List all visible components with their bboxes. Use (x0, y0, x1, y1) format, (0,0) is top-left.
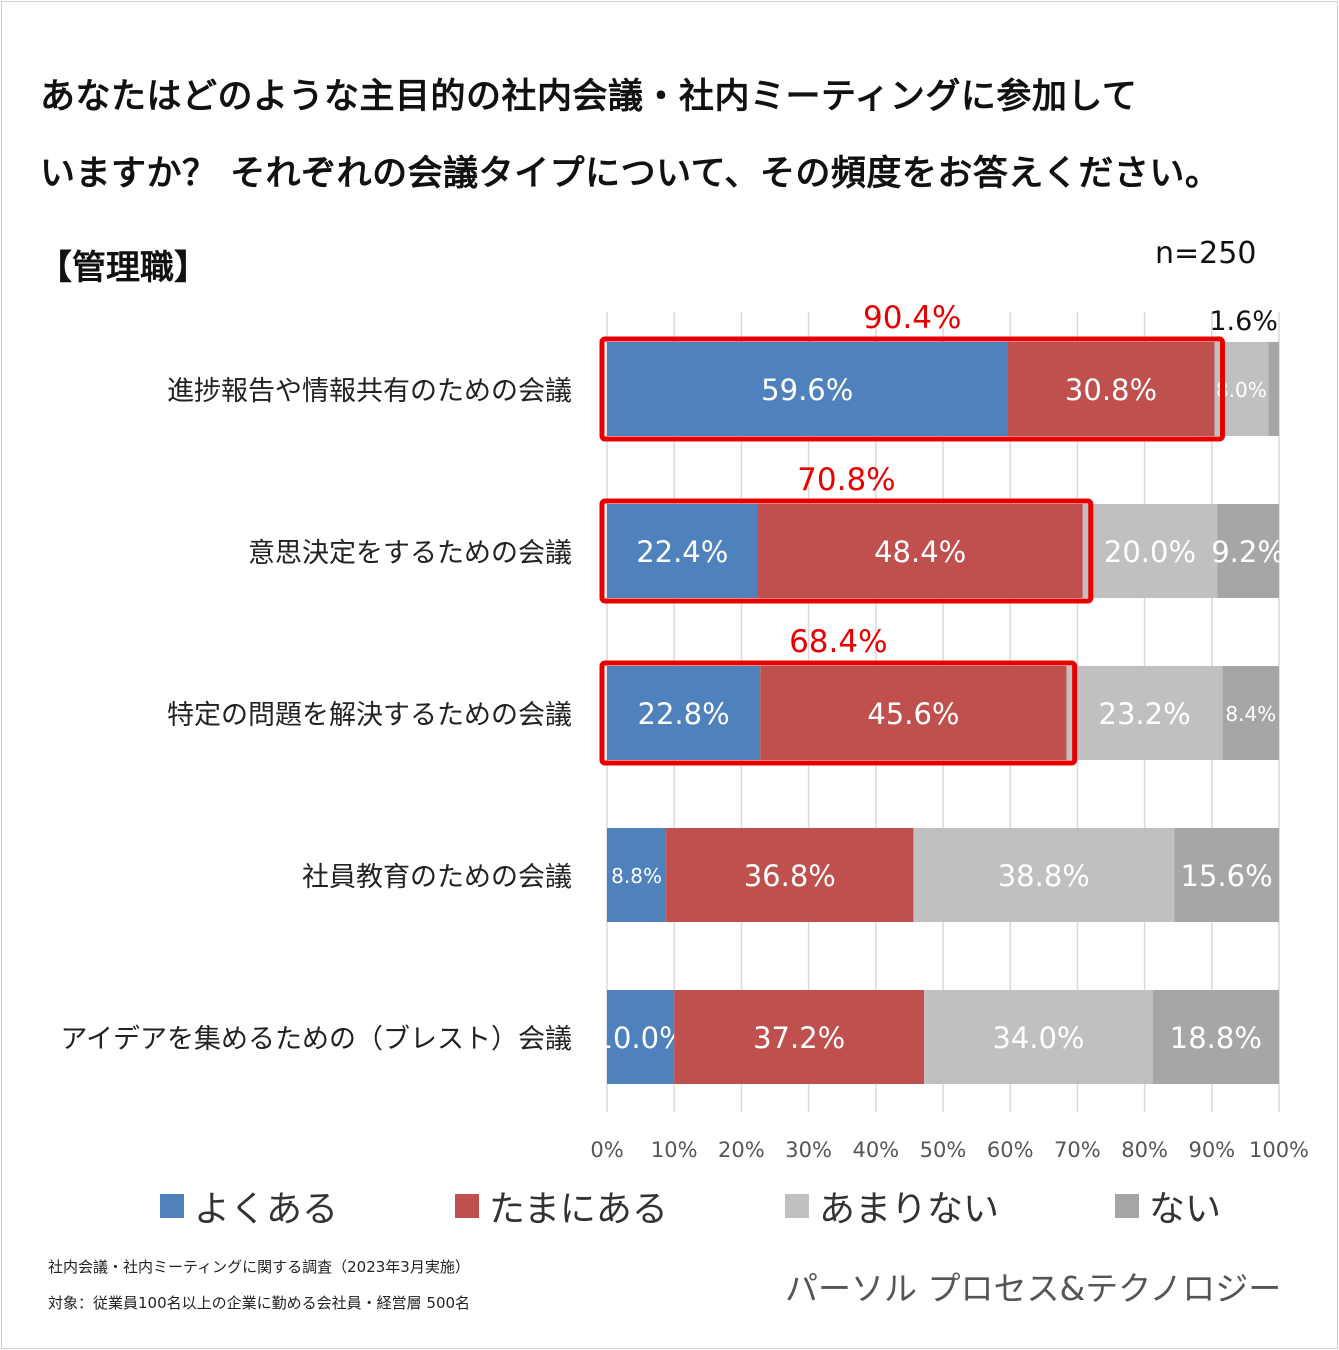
bar-segment-sometimes (666, 828, 914, 922)
bar-segment-rarely (1066, 666, 1223, 760)
category-label: 意思決定をするための会議 (248, 538, 572, 569)
data-label-often: 22.8% (638, 697, 730, 731)
bar-segment-often (607, 504, 758, 598)
legend-swatch-often (160, 1194, 184, 1218)
category-label: 社員教育のための会議 (302, 862, 572, 893)
chart-title-line2: いますか？ それぞれの会議タイプについて、その頻度をお答えください。 (40, 154, 1221, 194)
bar-segment-sometimes (1007, 342, 1215, 436)
bar-segment-sometimes (757, 504, 1083, 598)
bar-segment-never (1268, 342, 1279, 436)
data-label-never: 18.8% (1170, 1021, 1262, 1055)
highlight-total-label: 70.8% (797, 462, 895, 498)
bar-segment-rarely (924, 990, 1153, 1084)
bar-segment-rarely (1082, 504, 1218, 598)
data-label-often: 22.4% (636, 535, 728, 569)
highlight-total-label: 90.4% (863, 300, 961, 336)
category-label: 特定の問題を解決するための会議 (167, 700, 572, 731)
category-label: 進捗報告や情報共有のための会議 (167, 376, 572, 407)
data-label-sometimes: 30.8% (1065, 373, 1157, 407)
bar-segment-often (607, 990, 675, 1084)
data-label-often: 8.8% (611, 864, 662, 888)
brand-logo-text: パーソル プロセス&テクノロジー (785, 1269, 1282, 1308)
data-label-sometimes: 45.6% (867, 697, 959, 731)
x-tick-label: 30% (785, 1138, 832, 1162)
legend-swatch-sometimes (455, 1194, 479, 1218)
sample-size-label: n=250 (1155, 236, 1257, 271)
bar-segment-rarely (913, 828, 1175, 922)
data-label-never: 9.2% (1211, 535, 1285, 569)
data-label-rarely: 34.0% (992, 1021, 1084, 1055)
bar-segment-often (607, 342, 1008, 436)
bar-segment-sometimes (674, 990, 925, 1084)
x-tick-label: 70% (1054, 1138, 1101, 1162)
x-tick-label: 40% (852, 1138, 899, 1162)
bar-segment-sometimes (760, 666, 1067, 760)
x-tick-label: 60% (987, 1138, 1034, 1162)
category-label: アイデアを集めるための（ブレスト）会議 (60, 1024, 572, 1055)
bar-segment-often (607, 828, 667, 922)
x-tick-label: 20% (718, 1138, 765, 1162)
legend-label-often: よくある (194, 1189, 339, 1230)
legend-item-often: よくある (160, 1180, 338, 1232)
x-tick-label: 50% (920, 1138, 967, 1162)
chart-subtitle: 【管理職】 (38, 248, 208, 288)
data-label-never: 1.6% (1209, 306, 1278, 337)
x-tick-label: 10% (651, 1138, 698, 1162)
legend-item-sometimes: たまにある (455, 1180, 668, 1232)
data-label-often: 10.0% (595, 1021, 687, 1055)
data-label-sometimes: 36.8% (744, 859, 836, 893)
data-label-rarely: 38.8% (998, 859, 1090, 893)
bar-segment-never (1152, 990, 1279, 1084)
legend-item-rarely: あまりない (785, 1180, 999, 1232)
x-tick-label: 90% (1188, 1138, 1235, 1162)
legend-label-rarely: あまりない (819, 1189, 1000, 1230)
legend-item-never: ない (1115, 1180, 1221, 1232)
bar-segment-often (607, 666, 761, 760)
chart-title-line1: あなたはどのような主目的の社内会議・社内ミーティングに参加して (40, 77, 1138, 117)
bar-segment-never (1222, 666, 1279, 760)
highlight-total-label: 68.4% (789, 624, 887, 660)
x-tick-label: 100% (1249, 1138, 1309, 1162)
legend-label-sometimes: たまにある (489, 1189, 668, 1230)
x-tick-label: 80% (1121, 1138, 1168, 1162)
data-label-sometimes: 37.2% (753, 1021, 845, 1055)
highlight-box (599, 660, 1078, 766)
legend-swatch-rarely (785, 1194, 809, 1218)
bar-segment-never (1174, 828, 1279, 922)
highlight-box (599, 336, 1225, 442)
x-tick-label: 0% (590, 1138, 623, 1162)
data-label-rarely: 23.2% (1099, 697, 1191, 731)
data-label-never: 8.4% (1225, 702, 1276, 726)
legend-swatch-never (1115, 1194, 1139, 1218)
legend-label-never: ない (1149, 1189, 1222, 1230)
bar-segment-never (1217, 504, 1279, 598)
data-label-sometimes: 48.4% (874, 535, 966, 569)
target-note: 対象：従業員100名以上の企業に勤める会社員・経営層 500名 (48, 1294, 471, 1312)
data-label-rarely: 20.0% (1104, 535, 1196, 569)
survey-note: 社内会議・社内ミーティングに関する調査（2023年3月実施） (48, 1258, 470, 1276)
highlight-box (599, 498, 1094, 604)
data-label-often: 59.6% (761, 373, 853, 407)
data-label-never: 15.6% (1181, 859, 1273, 893)
